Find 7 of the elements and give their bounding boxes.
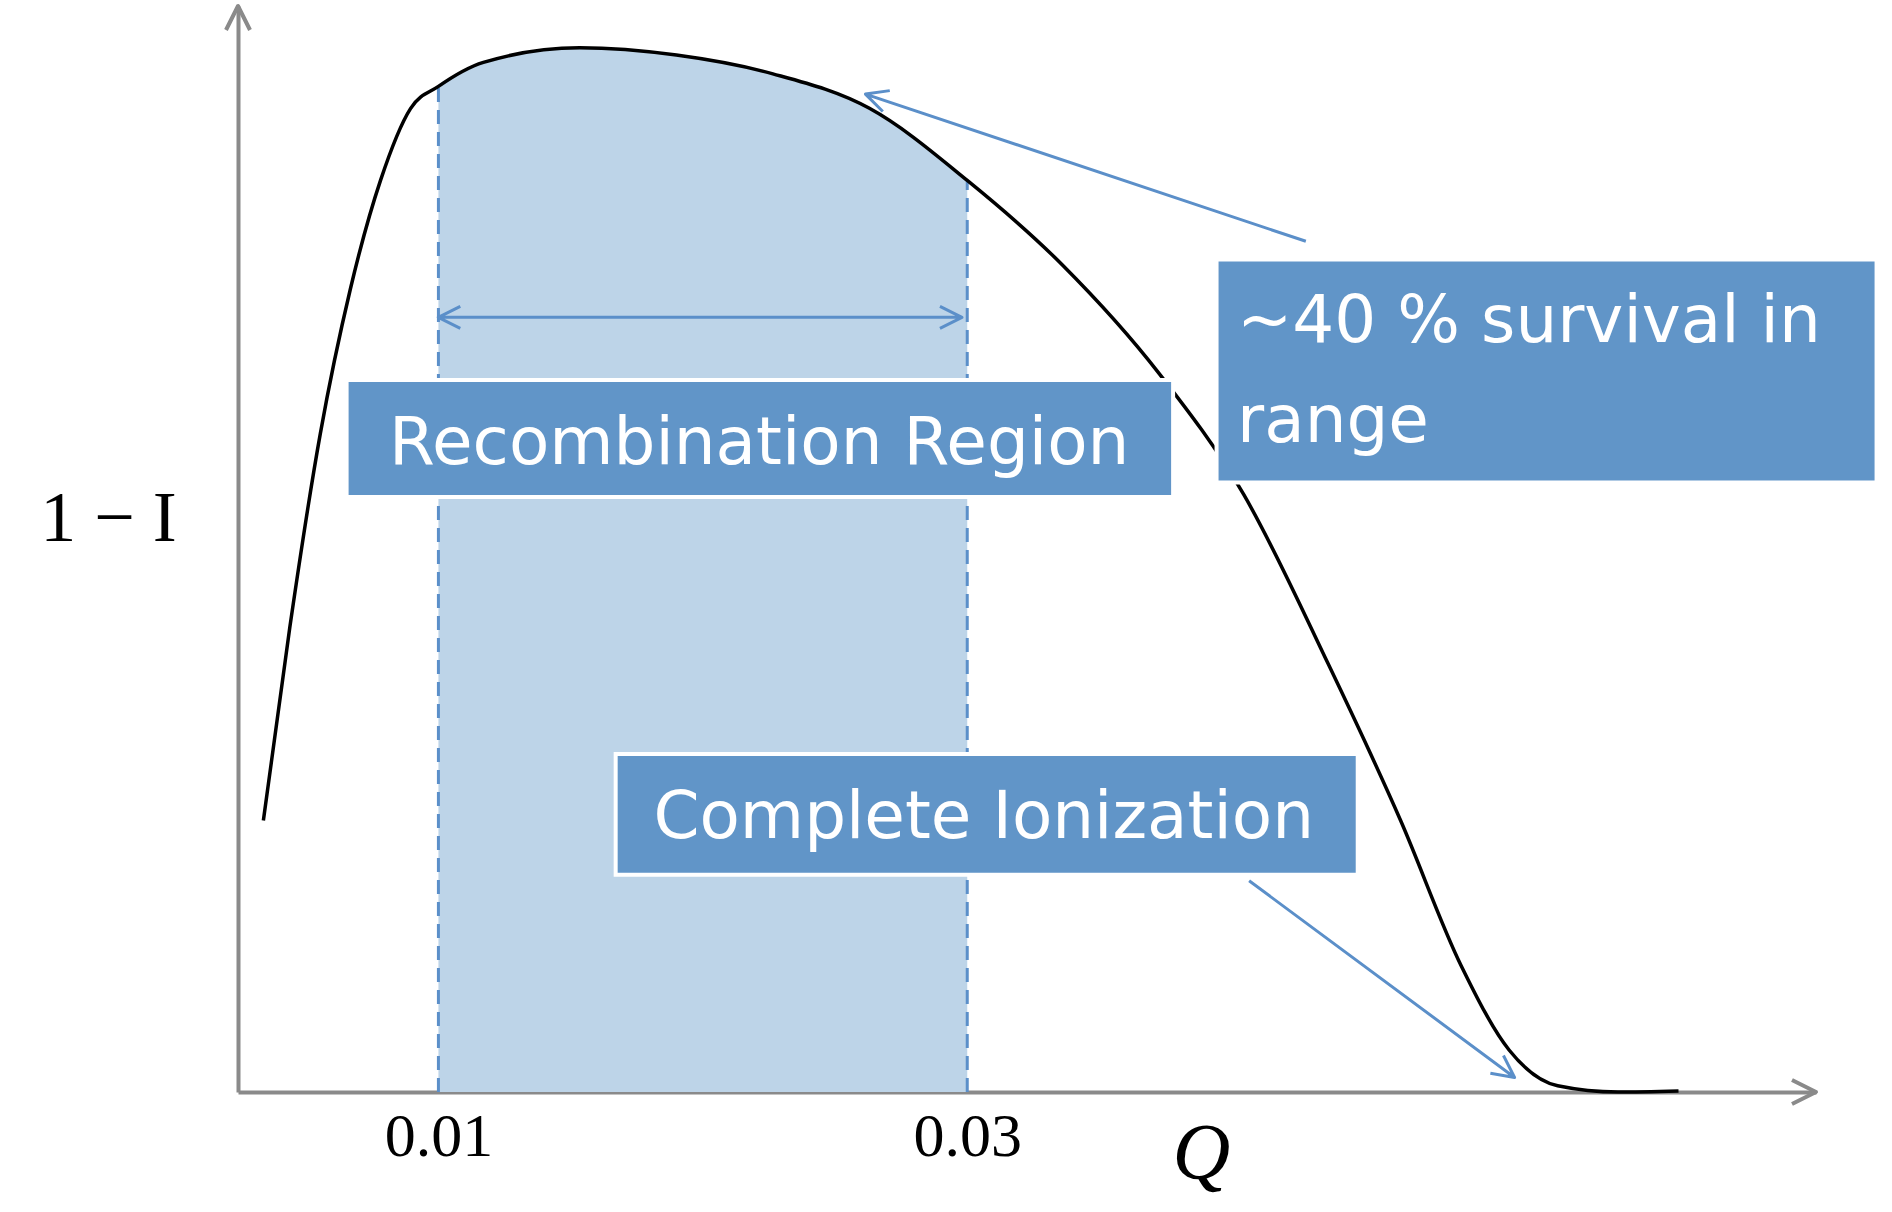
- annotation: Complete Ionization: [653, 777, 1314, 855]
- x-axis-title: Q: [1172, 1107, 1231, 1196]
- x-tick-label: 0.01: [384, 1100, 494, 1169]
- x-tick-label: 0.03: [913, 1100, 1022, 1169]
- band-label: Recombination Region: [389, 403, 1130, 480]
- annotation: ~40 % survival in range: [1237, 281, 1821, 459]
- y-axis-title: 1 − I: [40, 477, 177, 558]
